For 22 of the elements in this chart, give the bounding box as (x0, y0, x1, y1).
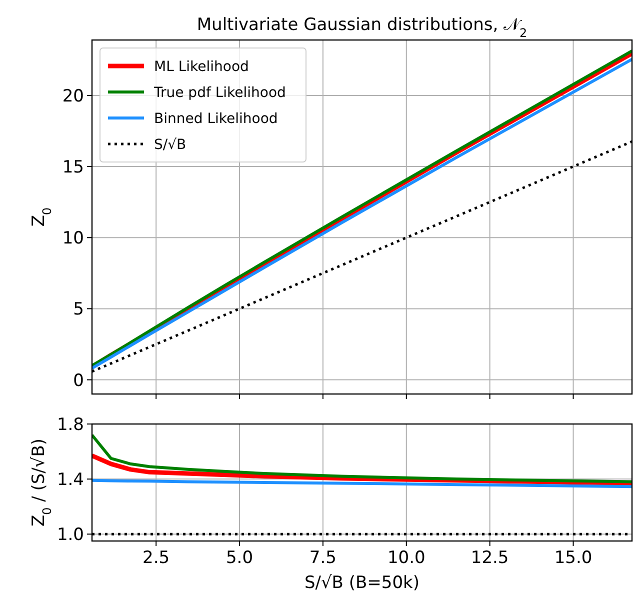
line-series (92, 478, 632, 488)
line-series (92, 434, 632, 484)
x-tick-label: 5.0 (226, 548, 254, 568)
chart-title: Multivariate Gaussian distributions, 𝒩$_{2}$ (196, 15, 528, 40)
x-tick-label: 12.5 (470, 548, 509, 568)
legend-label: True pdf Likelihood (153, 85, 286, 101)
x-tick-label: 7.5 (309, 548, 336, 568)
y-tick-label: 1.8 (56, 415, 84, 435)
y-tick-label: 1.0 (56, 525, 84, 546)
y-tick-label: 20 (62, 86, 84, 106)
y-tick-label: 0 (73, 370, 84, 391)
x-tick-label: 10.0 (387, 548, 426, 568)
x-tick-label: 2.5 (142, 548, 170, 568)
y-tick-label: 15 (62, 158, 84, 178)
x-tick-label: 15.0 (554, 548, 592, 568)
legend-label: ML Likelihood (154, 59, 249, 75)
y-tick-label: 10 (62, 228, 84, 249)
y-tick-label: 5 (73, 300, 84, 320)
x-axis-title: S/√B (B=50k) (304, 573, 420, 593)
legend-label: S/√B (154, 137, 186, 153)
y-tick-label: 1.4 (56, 470, 84, 490)
legend-label: Binned Likelihood (154, 111, 278, 127)
